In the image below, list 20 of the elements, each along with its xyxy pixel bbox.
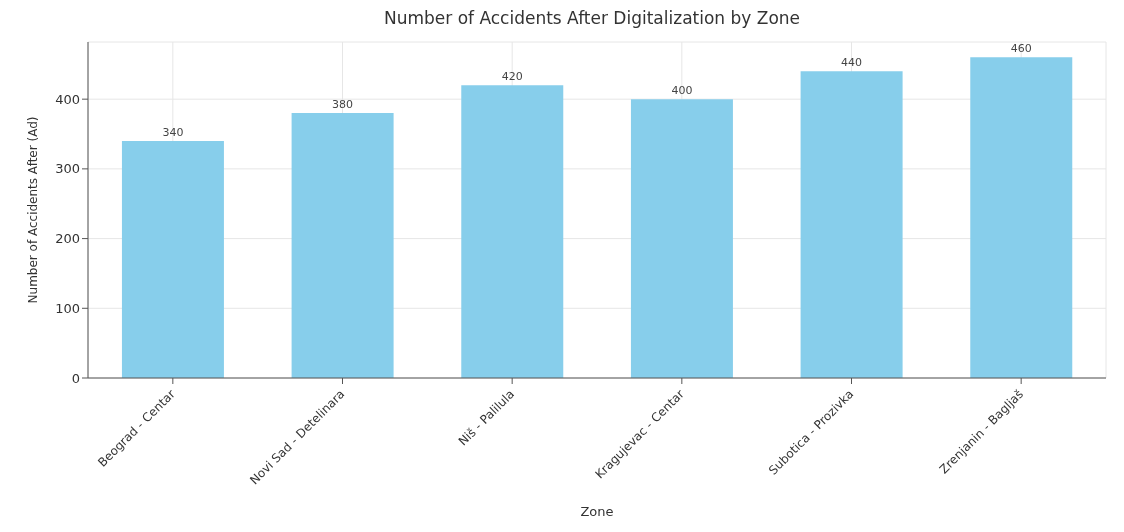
bar xyxy=(291,113,394,378)
y-axis-title: Number of Accidents After (Ad) xyxy=(26,116,41,304)
bar xyxy=(800,71,903,378)
data-label: 340 xyxy=(162,125,184,139)
chart-title: Number of Accidents After Digitalization by Zone xyxy=(382,8,802,28)
data-label: 380 xyxy=(332,98,354,112)
y-tick-label: 0 xyxy=(71,370,80,386)
data-label: 420 xyxy=(501,70,523,84)
y-tick-label: 300 xyxy=(55,161,80,177)
y-tick-label: 400 xyxy=(55,91,80,107)
data-label: 400 xyxy=(671,84,693,98)
data-label: 460 xyxy=(1010,42,1032,56)
y-tick-label: 100 xyxy=(55,300,80,316)
bar xyxy=(121,140,224,378)
x-axis-title: Zone xyxy=(580,504,614,519)
bar xyxy=(970,57,1073,378)
bar xyxy=(630,99,733,378)
bar xyxy=(461,85,564,378)
data-label: 440 xyxy=(841,56,863,70)
y-tick-label: 200 xyxy=(55,231,80,247)
